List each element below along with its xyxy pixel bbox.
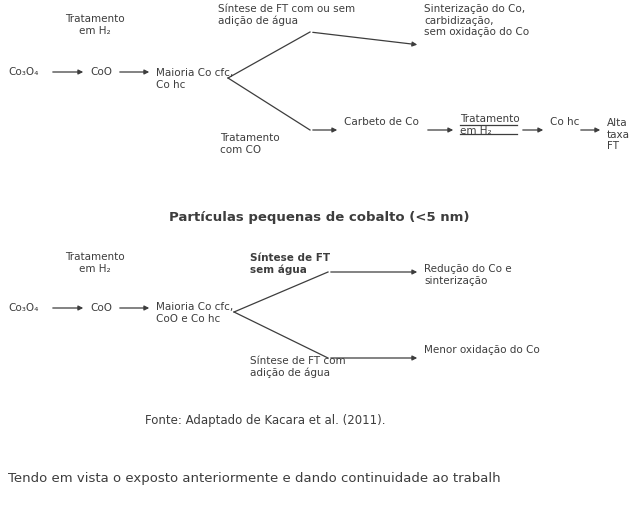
Text: Alta
taxa
FT: Alta taxa FT	[607, 118, 630, 151]
Text: Co₃O₄: Co₃O₄	[8, 303, 38, 313]
Text: Carbeto de Co: Carbeto de Co	[344, 117, 419, 127]
Text: Co₃O₄: Co₃O₄	[8, 67, 38, 77]
Text: Síntese de FT com ou sem
adição de água: Síntese de FT com ou sem adição de água	[218, 4, 355, 26]
Text: Fonte: Adaptado de Kacara et al. (2011).: Fonte: Adaptado de Kacara et al. (2011).	[145, 414, 385, 427]
Text: Tratamento
em H₂: Tratamento em H₂	[65, 252, 125, 274]
Text: Tratamento
com CO: Tratamento com CO	[220, 133, 280, 155]
Text: Sinterização do Co,
carbidização,
sem oxidação do Co: Sinterização do Co, carbidização, sem ox…	[424, 4, 529, 37]
Text: Redução do Co e
sinterização: Redução do Co e sinterização	[424, 264, 512, 286]
Text: Síntese de FT
sem água: Síntese de FT sem água	[250, 253, 330, 275]
Text: Síntese de FT com
adição de água: Síntese de FT com adição de água	[250, 356, 346, 378]
Text: CoO: CoO	[90, 303, 112, 313]
Text: CoO: CoO	[90, 67, 112, 77]
Text: Partículas pequenas de cobalto (<5 nm): Partículas pequenas de cobalto (<5 nm)	[169, 212, 469, 224]
Text: Maioria Co cfc,
Co hc: Maioria Co cfc, Co hc	[156, 68, 233, 90]
Text: Tendo em vista o exposto anteriormente e dando continuidade ao trabalh: Tendo em vista o exposto anteriormente e…	[8, 472, 500, 485]
Text: Tratamento
em H₂: Tratamento em H₂	[65, 14, 125, 36]
Text: Maioria Co cfc,
CoO e Co hc: Maioria Co cfc, CoO e Co hc	[156, 302, 233, 324]
Text: Co hc: Co hc	[550, 117, 580, 127]
Text: Menor oxidação do Co: Menor oxidação do Co	[424, 345, 540, 355]
Text: Tratamento
em H₂: Tratamento em H₂	[460, 114, 520, 136]
